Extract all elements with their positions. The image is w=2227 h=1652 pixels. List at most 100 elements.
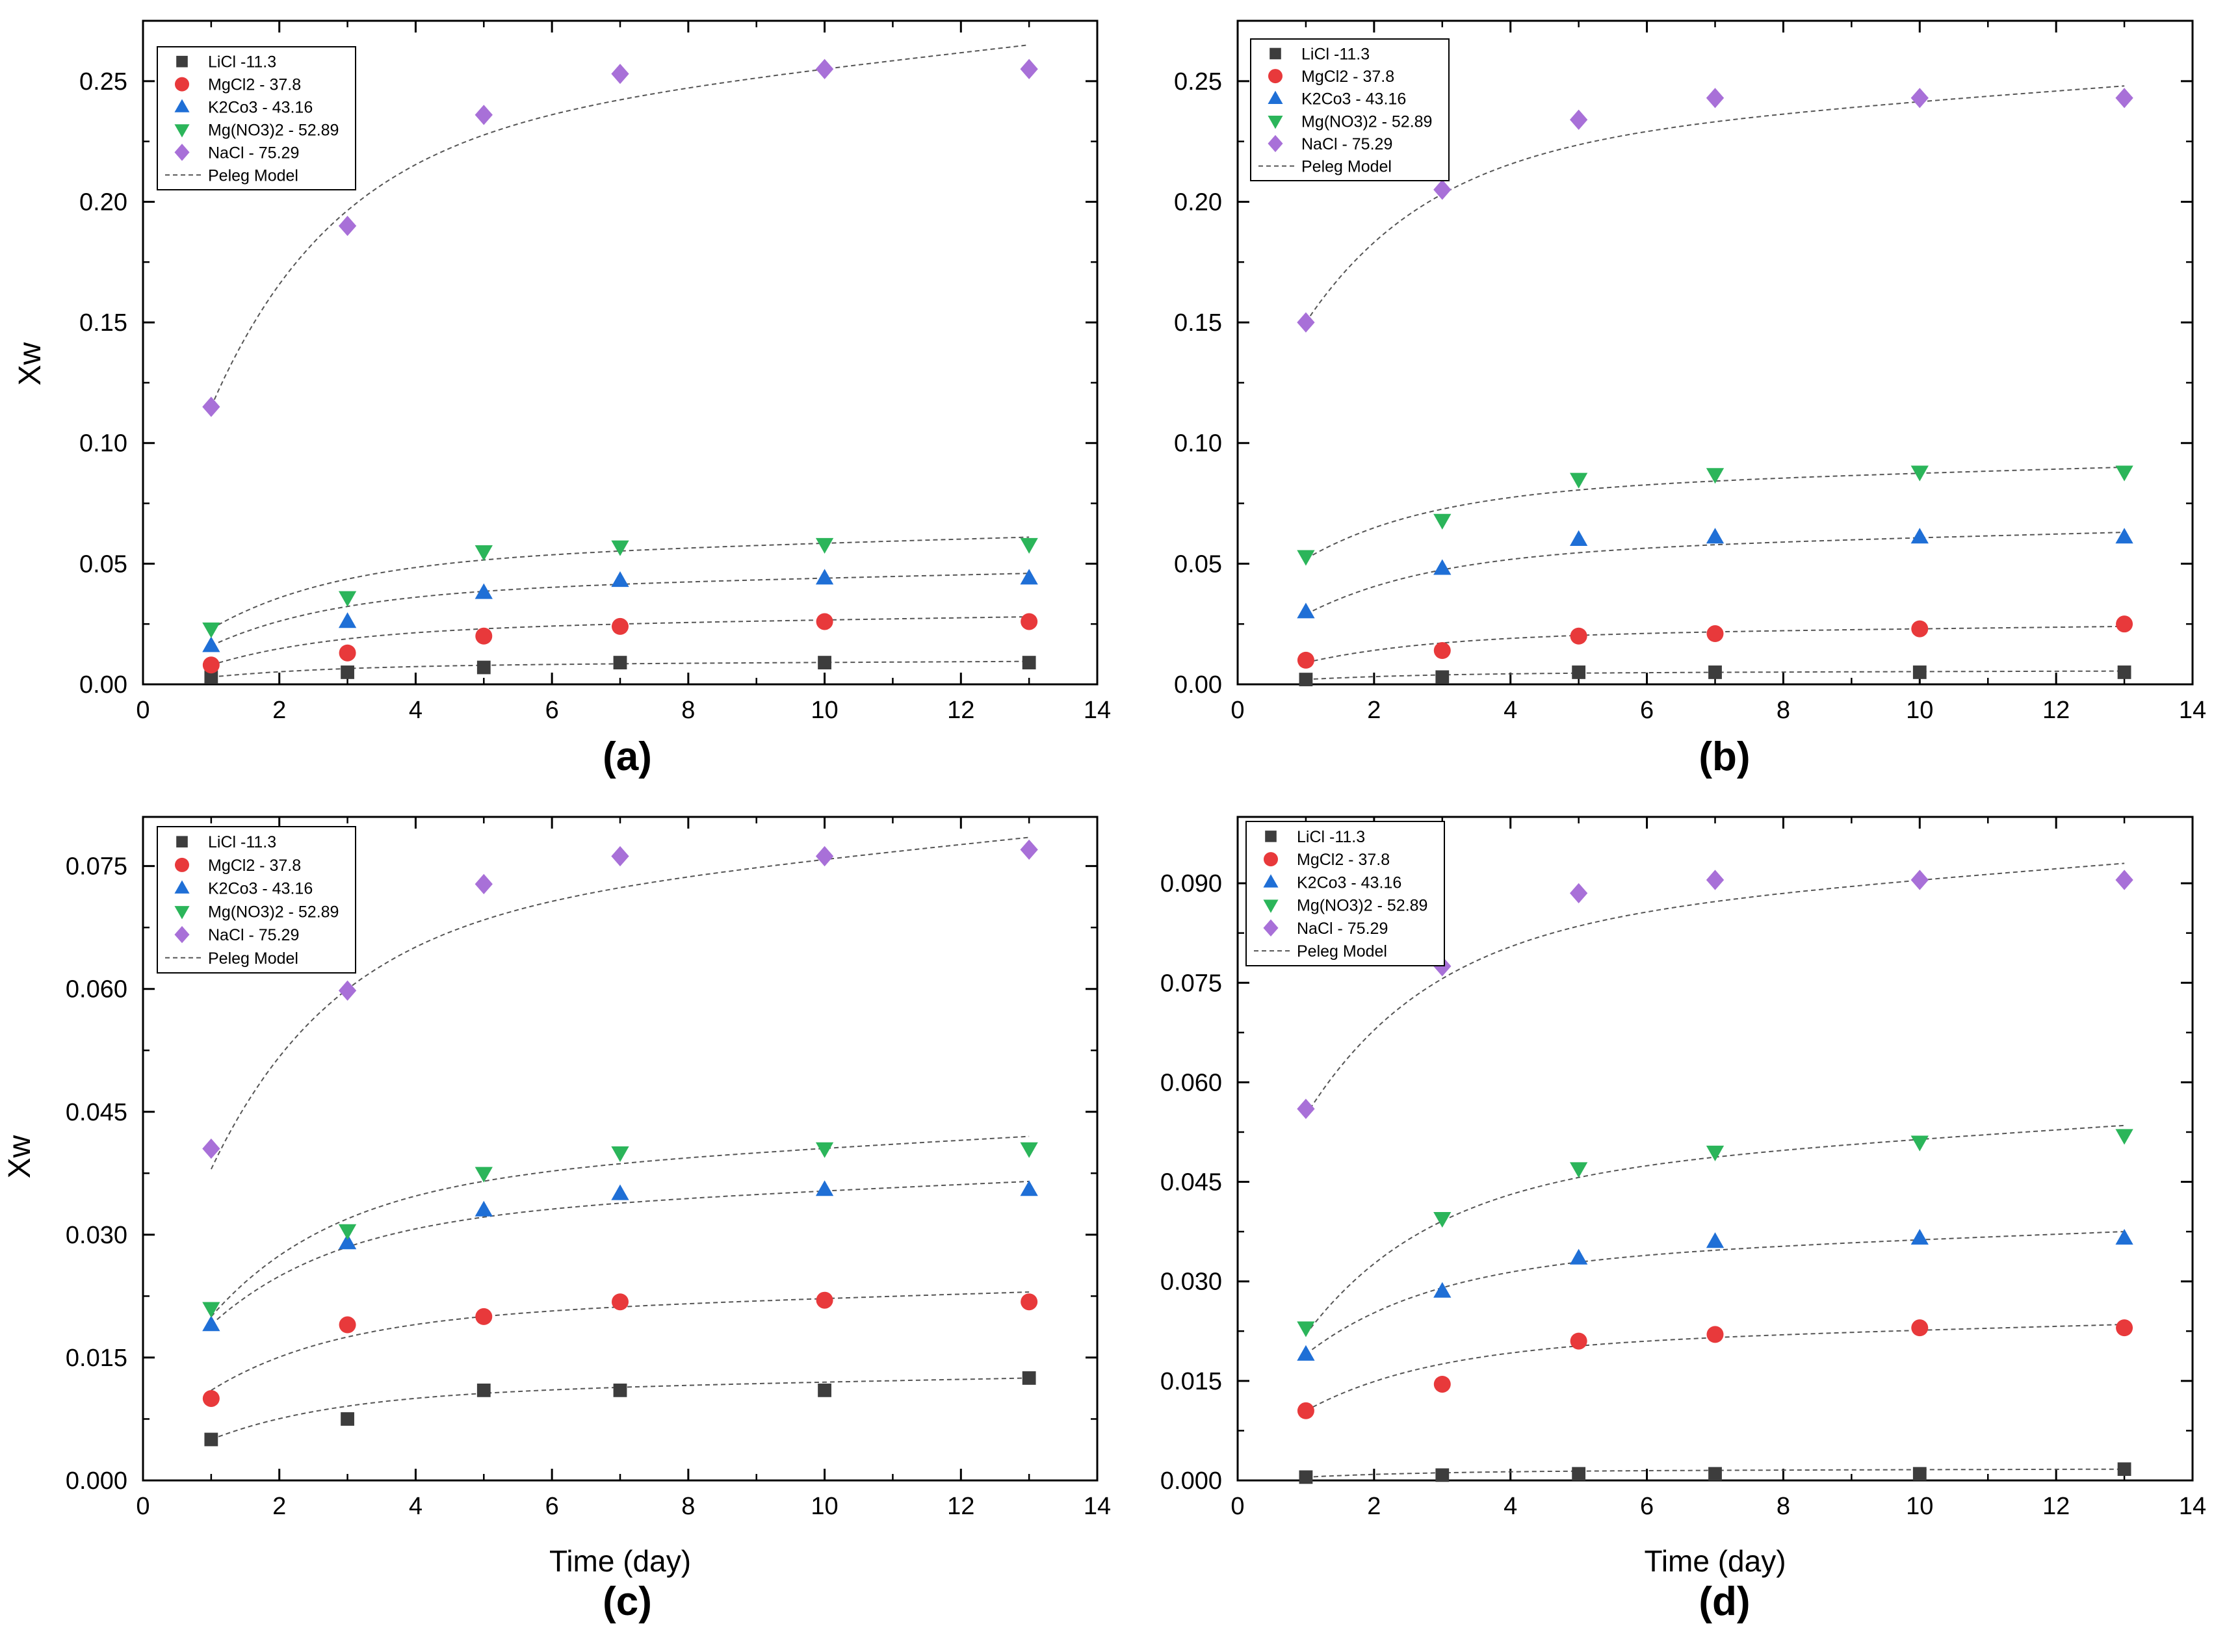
data-point [1433,179,1452,200]
data-point [611,64,629,84]
x-tick-label: 10 [1906,697,1933,724]
legend-label: K2Co3 - 43.16 [208,880,313,898]
data-point [338,1233,357,1250]
data-point [815,1180,834,1196]
data-point [1433,1282,1452,1298]
peleg-model-curve [210,44,1030,407]
data-point [475,1308,493,1325]
data-point [1020,1180,1038,1196]
x-tick-label: 6 [545,1493,559,1520]
data-point [815,58,834,79]
data-point [202,396,220,417]
data-point [339,644,356,662]
data-point [1297,1345,1315,1361]
legend-label: MgCl2 - 37.8 [208,76,301,94]
panel-a-axes: 0 2 4 6 8 10 12 14 0.00 0.05 0.10 0.15 0.20 0.25 [79,19,1111,724]
legend-marker [175,77,189,92]
legend-label: NaCl - 75.29 [1301,135,1392,153]
legend-marker [1265,831,1277,842]
y-tick-label: 0.000 [66,1467,127,1495]
x-tick-label: 4 [1504,697,1517,724]
data-point [202,1315,220,1332]
y-tick-label: 0.20 [79,188,127,216]
y-tick-label: 0.15 [1174,309,1222,337]
data-point [1433,559,1452,575]
legend-label: Mg(NO3)2 - 52.89 [1297,897,1427,915]
data-point [611,571,629,587]
data-point [1910,1229,1929,1245]
panel-b-legend: LiCl -11.3 MgCl2 - 37.8 K2Co3 - 43.16 Mg(NO… [1250,38,1450,181]
data-point [818,1383,831,1397]
data-point [475,873,493,894]
legend-marker [175,857,189,872]
data-point [475,1167,493,1183]
data-point [1433,1211,1452,1228]
y-tick-label: 0.05 [1174,550,1222,578]
data-point [1569,530,1588,546]
data-point [1433,642,1451,660]
data-point [611,1146,629,1163]
data-point [1297,602,1315,619]
data-point [202,1302,220,1318]
data-point [1299,1470,1313,1484]
legend-marker [1263,874,1279,888]
data-point [1020,569,1038,585]
legend-marker [1268,69,1283,84]
y-tick-label: 0.075 [66,853,127,881]
legend-label: NaCl - 75.29 [208,926,299,944]
legend-label: LiCl -11.3 [1301,45,1370,63]
x-tick-label: 14 [2179,1493,2206,1520]
legend-label: K2Co3 - 43.16 [1297,873,1401,892]
data-point [613,656,627,669]
data-point [816,1291,833,1309]
peleg-model-curve [1305,532,2125,615]
x-tick-label: 2 [272,697,286,724]
data-point [1020,1142,1038,1158]
data-point [1297,651,1314,669]
data-point [1297,1098,1315,1119]
legend-label: Mg(NO3)2 - 52.89 [208,121,339,139]
data-point [1570,1332,1587,1350]
x-tick-label: 14 [1084,1493,1111,1520]
y-tick-label: 0.25 [79,68,127,96]
data-point [1706,528,1725,544]
data-point [1297,1321,1315,1337]
data-point [338,612,357,628]
data-point [612,617,629,635]
data-point [1299,673,1313,686]
x-tick-label: 6 [545,697,559,724]
data-point [2115,870,2133,890]
data-point [338,591,357,607]
data-point [613,1383,627,1397]
data-point [1297,1402,1314,1419]
legend-marker [176,836,188,848]
data-point [1910,1135,1929,1152]
legend-marker [174,144,190,161]
y-tick-label: 0.10 [1174,430,1222,458]
data-point [339,1316,356,1334]
data-point [1569,883,1588,904]
data-point [2116,1319,2133,1337]
data-point [338,980,357,1001]
data-point [815,1142,834,1158]
x-tick-label: 14 [1084,697,1111,724]
data-point [204,1432,218,1447]
legend-marker [1268,116,1283,129]
data-point [1911,1319,1929,1337]
data-point [1569,472,1588,489]
data-point [1570,627,1587,645]
data-point [475,583,493,599]
data-point [1911,620,1929,638]
legend-box [157,46,356,190]
x-tick-label: 12 [2042,1493,2070,1520]
data-point [475,105,493,125]
data-point [1022,1371,1036,1385]
y-tick-label: 0.060 [66,976,127,1003]
legend-label: MgCl2 - 37.8 [1301,68,1394,86]
x-tick-label: 2 [1367,697,1381,724]
panel-a: 0 2 4 6 8 10 12 14 0.00 0.05 0.10 0.15 0.20 0.25 LiCl… [13,19,1111,779]
x-tick-label: 0 [1231,1493,1244,1520]
data-point [2115,528,2133,544]
x-tick-label: 10 [1906,1493,1933,1520]
y-tick-label: 0.030 [66,1222,127,1249]
